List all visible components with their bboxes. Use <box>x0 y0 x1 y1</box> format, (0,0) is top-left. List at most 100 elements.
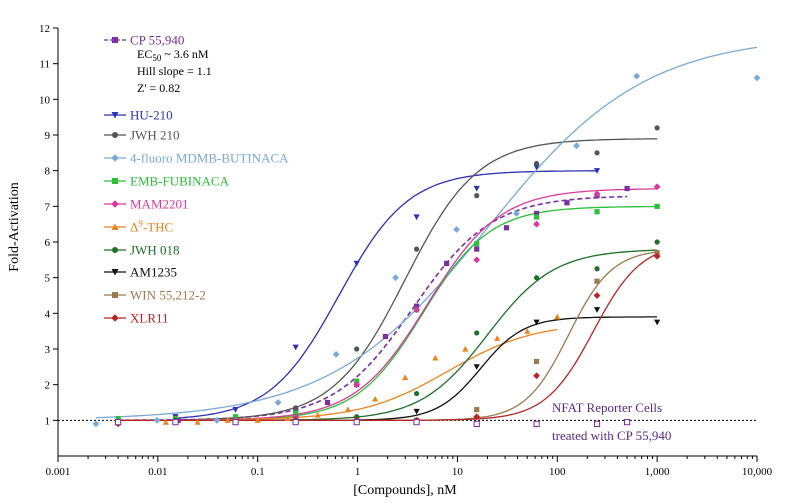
data-point <box>413 246 420 252</box>
data-point <box>533 160 540 167</box>
data-point <box>115 415 121 422</box>
data-point <box>444 260 450 266</box>
annotation-line-2: treated with CP 55,940 <box>552 428 671 443</box>
data-point <box>593 420 601 427</box>
data-point <box>372 395 379 402</box>
data-point <box>533 220 540 228</box>
legend-marker <box>111 223 119 230</box>
data-point <box>344 406 351 413</box>
data-point <box>324 399 331 406</box>
data-point <box>473 185 480 192</box>
data-point <box>402 374 409 381</box>
data-point <box>474 407 480 413</box>
legend-item: JWH 018 <box>104 243 179 258</box>
legend-stats: EC50 ~ 3.6 nM Hill slope = 1.1 Z' = 0.82 <box>137 47 212 95</box>
data-point <box>474 241 480 247</box>
data-point <box>593 292 601 299</box>
data-point <box>633 72 641 80</box>
data-point <box>533 358 540 365</box>
data-point <box>474 246 480 252</box>
data-point <box>194 419 201 425</box>
data-point <box>494 335 501 341</box>
data-point <box>533 214 540 220</box>
data-point <box>654 250 660 256</box>
legend-item: EMB-FUBINACA <box>104 174 230 189</box>
x-tick-label: 1 <box>355 466 361 478</box>
legend-label: JWH 018 <box>130 243 179 258</box>
x-tick-label: 0.01 <box>148 466 167 478</box>
fit-curve <box>175 170 597 419</box>
data-point <box>533 275 540 281</box>
y-tick-label: 9 <box>45 130 51 142</box>
data-point <box>473 420 480 427</box>
data-point <box>274 399 282 406</box>
x-tick-label: 1,000 <box>645 466 670 478</box>
data-point <box>453 226 460 233</box>
data-point <box>314 411 321 418</box>
stat-z-prime: Z' = 0.82 <box>137 81 180 95</box>
data-point <box>115 419 122 426</box>
data-point <box>654 319 661 326</box>
x-tick-label: 100 <box>549 466 566 478</box>
data-point <box>354 346 360 352</box>
legend-label: JWH 210 <box>130 128 179 143</box>
data-point <box>284 415 291 422</box>
fit-curves <box>95 46 758 421</box>
y-tick-label: 4 <box>45 308 51 320</box>
data-point <box>513 210 520 217</box>
data-point <box>232 419 239 426</box>
data-point <box>353 381 361 389</box>
data-point <box>554 313 561 320</box>
data-point <box>353 419 360 426</box>
legend: CP 55,940 HU-210 JWH 210 4-fluoro MDMB-BUTI… <box>104 33 289 326</box>
data-point <box>232 414 239 420</box>
data-points <box>92 72 761 428</box>
data-point <box>653 183 661 191</box>
legend-item: XLR11 <box>104 311 169 326</box>
y-tick-label: 1 <box>45 415 51 427</box>
data-point <box>593 168 601 174</box>
legend-item: WIN 55,212-2 <box>104 288 206 303</box>
data-point <box>92 420 100 428</box>
legend-marker <box>112 292 118 298</box>
data-point <box>503 225 510 231</box>
y-tick-label: 6 <box>45 237 51 249</box>
legend-marker <box>112 178 118 184</box>
data-point <box>224 417 231 423</box>
legend-marker <box>112 132 118 138</box>
stat-hill-slope: Hill slope = 1.1 <box>137 64 212 78</box>
data-point <box>353 260 360 267</box>
legend-label: HU-210 <box>130 108 173 123</box>
annotation-line-1: NFAT Reporter Cells <box>552 400 662 415</box>
data-point <box>413 303 420 309</box>
x-tick-label: 0.001 <box>46 466 71 478</box>
legend-item: 4-fluoro MDMB-BUTINACA <box>104 151 289 166</box>
data-point <box>232 407 239 413</box>
data-point <box>153 416 161 424</box>
data-point <box>594 266 600 272</box>
fit-curve <box>118 253 658 421</box>
data-point <box>293 405 299 411</box>
legend-label: MAM2201 <box>130 197 189 212</box>
data-point <box>524 328 531 334</box>
data-point <box>654 125 660 131</box>
data-point <box>172 419 179 426</box>
fit-curve <box>118 195 628 421</box>
data-point <box>413 419 420 426</box>
y-tick-label: 3 <box>45 344 51 356</box>
legend-label: AM1235 <box>130 265 177 280</box>
data-point <box>753 74 761 82</box>
data-point <box>462 345 469 352</box>
data-point <box>533 319 540 326</box>
data-point <box>474 330 480 336</box>
legend-label: CP 55,940 <box>130 33 184 48</box>
x-axis-title: [Compounds], nM <box>353 483 457 498</box>
legend-marker <box>111 269 119 276</box>
data-point <box>533 164 540 171</box>
data-point <box>392 274 399 282</box>
fit-curve <box>118 328 558 421</box>
data-point <box>413 306 420 314</box>
legend-label: EMB-FUBINACA <box>130 174 230 189</box>
data-point <box>593 307 601 313</box>
